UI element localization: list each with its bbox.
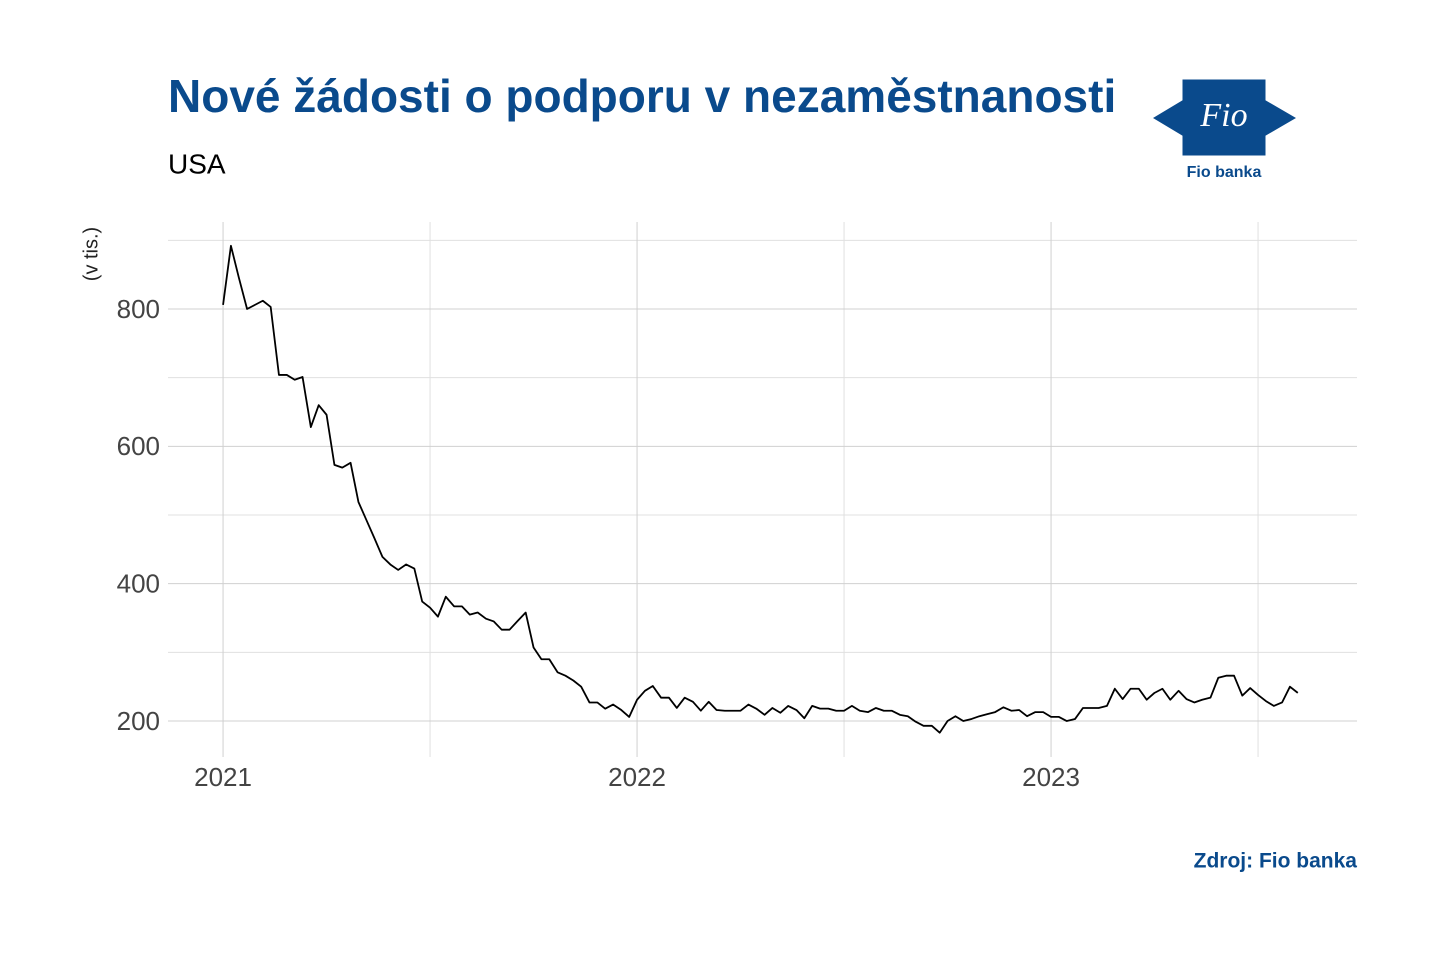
x-tick-label: 2021	[194, 762, 252, 792]
logo-caption: Fio banka	[1187, 164, 1262, 181]
data-line	[222, 244, 1299, 734]
chart-title: Nové žádosti o podporu v nezaměstnanosti	[168, 70, 1116, 122]
logo: Fio Fio banka	[1153, 79, 1296, 181]
y-tick-label: 800	[117, 294, 160, 324]
y-tick-label: 400	[117, 569, 160, 599]
logo-flag	[1153, 80, 1296, 155]
logo-text: Fio	[1199, 97, 1247, 134]
x-tick-label: 2022	[608, 762, 666, 792]
y-tick-label: 200	[117, 706, 160, 736]
source: Zdroj: Fio banka	[1194, 850, 1358, 873]
x-tick-label: 2023	[1022, 762, 1080, 792]
chart-subtitle: USA	[168, 148, 226, 179]
y-tick-label: 600	[117, 431, 160, 461]
y-axis-label: (v tis.)	[80, 227, 102, 281]
